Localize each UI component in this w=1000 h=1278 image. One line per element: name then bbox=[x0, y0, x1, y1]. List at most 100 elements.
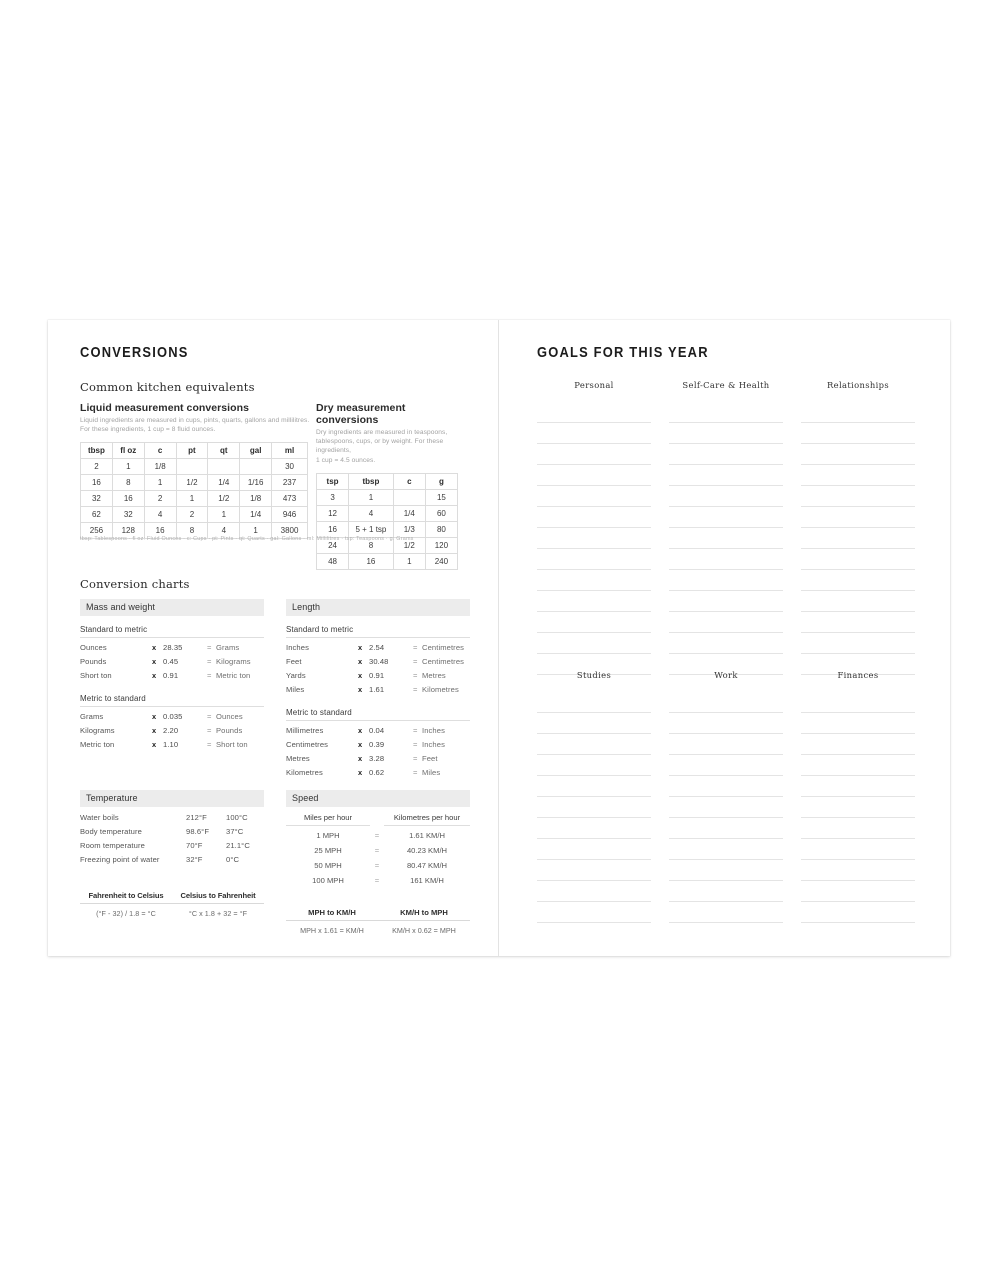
goal-write-line[interactable] bbox=[669, 734, 783, 755]
goals-column-title: Work bbox=[714, 670, 738, 680]
goal-write-line[interactable] bbox=[537, 444, 651, 465]
goal-write-line[interactable] bbox=[801, 755, 915, 776]
conversion-to: Miles bbox=[422, 768, 441, 777]
goal-write-line[interactable] bbox=[669, 654, 783, 675]
goal-write-line[interactable] bbox=[537, 612, 651, 633]
goal-write-line[interactable] bbox=[537, 486, 651, 507]
table-header-row: tsp tbsp c g bbox=[315, 472, 459, 490]
goal-write-line[interactable] bbox=[669, 839, 783, 860]
goal-write-line[interactable] bbox=[537, 570, 651, 591]
equals-symbol: = bbox=[207, 740, 212, 749]
goal-write-line[interactable] bbox=[537, 860, 651, 881]
goal-write-line[interactable] bbox=[537, 902, 651, 923]
goal-write-line[interactable] bbox=[801, 507, 915, 528]
goal-write-line[interactable] bbox=[537, 633, 651, 654]
goal-write-line[interactable] bbox=[801, 465, 915, 486]
goal-write-line[interactable] bbox=[537, 692, 651, 713]
goal-write-line[interactable] bbox=[537, 797, 651, 818]
goal-write-line[interactable] bbox=[801, 818, 915, 839]
goal-write-line[interactable] bbox=[801, 654, 915, 675]
goal-write-line[interactable] bbox=[669, 776, 783, 797]
goal-write-line[interactable] bbox=[537, 818, 651, 839]
goal-write-line[interactable] bbox=[801, 797, 915, 818]
goal-write-line[interactable] bbox=[669, 444, 783, 465]
temperature-formula: Celsius to Fahrenheit °C x 1.8 + 32 = °F bbox=[172, 891, 264, 918]
goal-write-line[interactable] bbox=[669, 902, 783, 923]
goal-write-line[interactable] bbox=[801, 860, 915, 881]
goal-write-line[interactable] bbox=[801, 591, 915, 612]
goal-write-line[interactable] bbox=[669, 591, 783, 612]
goal-write-line[interactable] bbox=[801, 713, 915, 734]
table-cell: 15 bbox=[424, 488, 459, 506]
conversion-factor: 0.45 bbox=[163, 657, 179, 666]
right-page: GOALS FOR THIS YEAR Personal Self-Care & … bbox=[499, 320, 950, 956]
goal-write-line[interactable] bbox=[801, 633, 915, 654]
goal-write-line[interactable] bbox=[801, 839, 915, 860]
goal-write-line[interactable] bbox=[669, 507, 783, 528]
goal-write-line[interactable] bbox=[537, 423, 651, 444]
goal-write-line[interactable] bbox=[537, 507, 651, 528]
goal-write-line[interactable] bbox=[537, 528, 651, 549]
page-title-goals: GOALS FOR THIS YEAR bbox=[537, 344, 709, 361]
goal-write-line[interactable] bbox=[801, 402, 915, 423]
goal-write-line[interactable] bbox=[669, 465, 783, 486]
multiply-symbol: x bbox=[152, 712, 157, 721]
conversion-from: Metres bbox=[286, 754, 310, 763]
goal-write-line[interactable] bbox=[669, 549, 783, 570]
goal-write-line[interactable] bbox=[801, 776, 915, 797]
temperature-row: Body temperature 98.6°F 37°C bbox=[80, 827, 264, 841]
goal-write-line[interactable] bbox=[801, 549, 915, 570]
goal-write-line[interactable] bbox=[801, 423, 915, 444]
goal-write-line[interactable] bbox=[801, 612, 915, 633]
goal-write-line[interactable] bbox=[669, 860, 783, 881]
goal-write-line[interactable] bbox=[801, 528, 915, 549]
goals-column-title: Self-Care & Health bbox=[682, 380, 770, 390]
goal-write-line[interactable] bbox=[669, 713, 783, 734]
goal-write-line[interactable] bbox=[801, 486, 915, 507]
goal-write-line[interactable] bbox=[537, 549, 651, 570]
dry-conversions-block: Dry measurement conversions Dry ingredie… bbox=[315, 402, 470, 570]
table-cell: 4 bbox=[348, 504, 394, 522]
goal-write-line[interactable] bbox=[537, 776, 651, 797]
goal-write-line[interactable] bbox=[537, 755, 651, 776]
speed-band-label: Speed bbox=[286, 790, 470, 807]
goal-write-line[interactable] bbox=[669, 570, 783, 591]
goal-write-line[interactable] bbox=[801, 902, 915, 923]
temperature-fahrenheit: 98.6°F bbox=[186, 827, 210, 836]
goal-write-line[interactable] bbox=[537, 654, 651, 675]
goal-write-line[interactable] bbox=[801, 881, 915, 902]
goal-write-line[interactable] bbox=[801, 692, 915, 713]
column-header: tbsp bbox=[348, 472, 394, 490]
goal-write-line[interactable] bbox=[669, 692, 783, 713]
goal-write-line[interactable] bbox=[669, 423, 783, 444]
table-cell bbox=[239, 458, 273, 476]
goal-write-line[interactable] bbox=[801, 444, 915, 465]
goal-write-line[interactable] bbox=[537, 839, 651, 860]
goal-write-line[interactable] bbox=[801, 570, 915, 591]
goal-write-line[interactable] bbox=[537, 734, 651, 755]
conversion-from: Miles bbox=[286, 685, 305, 694]
equals-symbol: = bbox=[207, 712, 212, 721]
goal-write-line[interactable] bbox=[669, 818, 783, 839]
goal-write-line[interactable] bbox=[537, 591, 651, 612]
goal-write-line[interactable] bbox=[669, 528, 783, 549]
formula-title: Fahrenheit to Celsius bbox=[80, 891, 172, 904]
goal-write-line[interactable] bbox=[537, 402, 651, 423]
goal-write-line[interactable] bbox=[669, 486, 783, 507]
goal-write-line[interactable] bbox=[669, 755, 783, 776]
equals-symbol: = bbox=[413, 768, 418, 777]
speed-mph: 25 MPH bbox=[314, 846, 342, 855]
goal-write-line[interactable] bbox=[537, 713, 651, 734]
goal-write-line[interactable] bbox=[801, 734, 915, 755]
goal-write-line[interactable] bbox=[669, 402, 783, 423]
speed-kmh: 40.23 KM/H bbox=[406, 846, 448, 855]
goal-write-line[interactable] bbox=[669, 881, 783, 902]
temperature-celsius: 0°C bbox=[226, 855, 240, 864]
goal-write-line[interactable] bbox=[669, 797, 783, 818]
speed-kmh: 80.47 KM/H bbox=[406, 861, 448, 870]
goal-write-line[interactable] bbox=[669, 633, 783, 654]
goal-write-line[interactable] bbox=[669, 612, 783, 633]
goal-write-line[interactable] bbox=[537, 465, 651, 486]
table-cell: 1/3 bbox=[392, 520, 426, 538]
goal-write-line[interactable] bbox=[537, 881, 651, 902]
